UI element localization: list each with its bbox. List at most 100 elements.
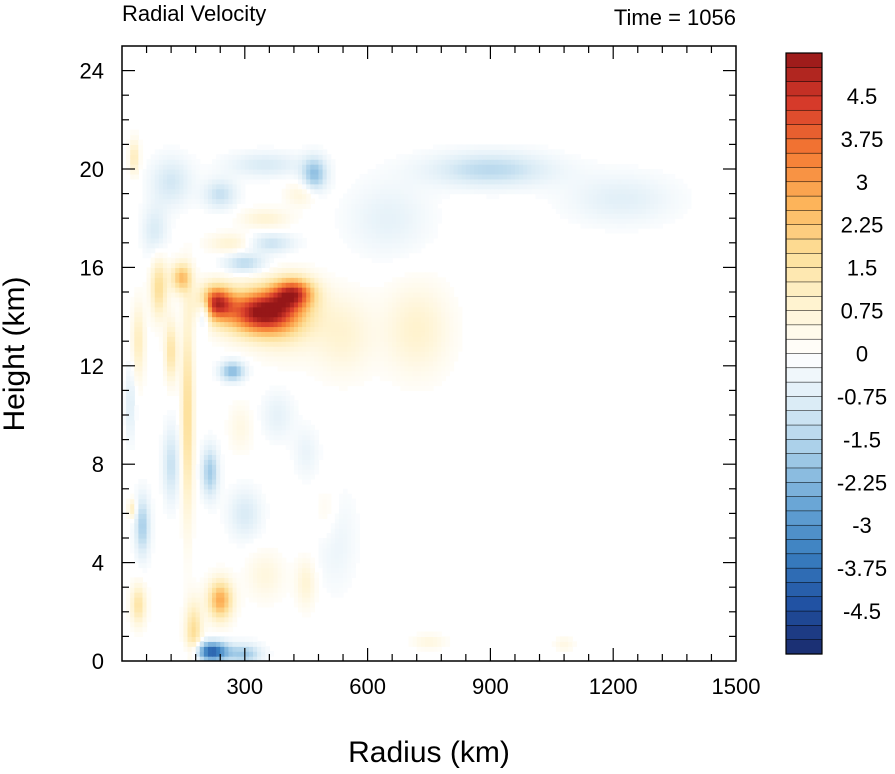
heatmap-cell	[359, 360, 365, 367]
heatmap-cell	[441, 193, 446, 200]
heatmap-cell	[203, 169, 209, 175]
heatmap-cell	[318, 169, 324, 175]
heatmap-cell	[257, 656, 262, 661]
heatmap-cell	[220, 469, 225, 475]
heatmap-cell	[232, 493, 238, 500]
heatmap-cell	[285, 242, 291, 249]
heatmap-cell	[158, 478, 164, 485]
heatmap-cell	[494, 164, 500, 170]
heatmap-cell	[244, 296, 250, 303]
heatmap-cell	[191, 336, 197, 342]
heatmap-cell	[437, 193, 442, 200]
heatmap-cell	[167, 513, 172, 519]
heatmap-cell	[232, 173, 238, 180]
heatmap-cell	[486, 159, 491, 165]
heatmap-cell	[310, 562, 315, 569]
heatmap-cell	[183, 606, 189, 613]
heatmap-cell	[240, 267, 246, 273]
heatmap-cell	[187, 267, 193, 273]
heatmap-cell	[392, 173, 397, 180]
heatmap-cell	[408, 311, 414, 318]
heatmap-cell	[142, 567, 148, 574]
heatmap-cell	[314, 370, 320, 377]
heatmap-cell	[654, 173, 659, 180]
heatmap-cell	[195, 277, 201, 283]
heatmap-cell	[392, 296, 397, 303]
heatmap-cell	[293, 277, 299, 283]
heatmap-cell	[203, 493, 209, 500]
heatmap-cell	[400, 232, 406, 239]
heatmap-cell	[441, 282, 446, 288]
heatmap-cell	[179, 636, 184, 642]
heatmap-cell	[212, 587, 217, 593]
heatmap-cell	[207, 306, 213, 313]
heatmap-cell	[146, 606, 152, 613]
heatmap-cell	[142, 478, 148, 485]
heatmap-cell	[199, 488, 205, 495]
heatmap-cell	[641, 218, 647, 224]
heatmap-cell	[367, 370, 373, 377]
heatmap-cell	[195, 592, 201, 598]
heatmap-cell	[330, 547, 336, 554]
heatmap-cell	[236, 533, 242, 539]
heatmap-cell	[248, 242, 254, 249]
heatmap-cell	[220, 503, 225, 510]
heatmap-cell	[564, 198, 569, 205]
heatmap-cell	[212, 188, 217, 195]
heatmap-cell	[232, 400, 238, 406]
heatmap-cell	[228, 183, 234, 190]
heatmap-cell	[347, 296, 352, 303]
heatmap-cell	[343, 523, 348, 529]
heatmap-cell	[207, 183, 213, 190]
heatmap-cell	[285, 287, 291, 293]
heatmap-cell	[150, 183, 156, 190]
heatmap-cell	[228, 267, 234, 273]
heatmap-cell	[318, 336, 324, 342]
heatmap-cell	[240, 198, 246, 205]
heatmap-cell	[416, 365, 422, 372]
heatmap-cell	[158, 444, 164, 451]
heatmap-cell	[265, 557, 270, 564]
heatmap-cell	[154, 301, 160, 308]
heatmap-cell	[293, 203, 299, 209]
heatmap-cell	[568, 213, 573, 219]
heatmap-cell	[424, 282, 430, 288]
heatmap-cell	[167, 218, 172, 224]
heatmap-cell	[265, 572, 270, 578]
heatmap-cell	[281, 326, 287, 332]
heatmap-cell	[138, 331, 144, 337]
heatmap-cell	[306, 262, 311, 268]
heatmap-cell	[195, 188, 201, 195]
heatmap-cell	[408, 208, 414, 214]
heatmap-cell	[388, 326, 393, 332]
heatmap-cell	[232, 301, 238, 308]
heatmap-cell	[334, 277, 340, 283]
heatmap-cell	[257, 223, 262, 229]
heatmap-cell	[224, 651, 230, 657]
heatmap-cell	[437, 365, 442, 372]
heatmap-cell	[388, 351, 393, 357]
heatmap-cell	[658, 203, 663, 209]
heatmap-cell	[130, 597, 135, 603]
heatmap-cell	[252, 272, 258, 278]
heatmap-cell	[404, 159, 410, 165]
heatmap-cell	[584, 183, 590, 190]
heatmap-cell	[338, 370, 344, 377]
heatmap-cell	[592, 183, 598, 190]
heatmap-cell	[310, 346, 315, 352]
heatmap-cell	[379, 321, 385, 328]
heatmap-cell	[412, 336, 418, 342]
heatmap-cell	[240, 296, 246, 303]
heatmap-cell	[265, 326, 270, 332]
heatmap-cell	[453, 306, 459, 313]
heatmap-cell	[420, 365, 426, 372]
heatmap-cell	[326, 292, 332, 298]
heatmap-cell	[162, 296, 168, 303]
heatmap-cell	[261, 424, 266, 431]
heatmap-cell	[191, 380, 197, 387]
heatmap-cell	[392, 346, 397, 352]
heatmap-cell	[453, 164, 459, 170]
heatmap-cell	[252, 282, 258, 288]
heatmap-cell	[216, 464, 221, 470]
heatmap-cell	[261, 282, 266, 288]
